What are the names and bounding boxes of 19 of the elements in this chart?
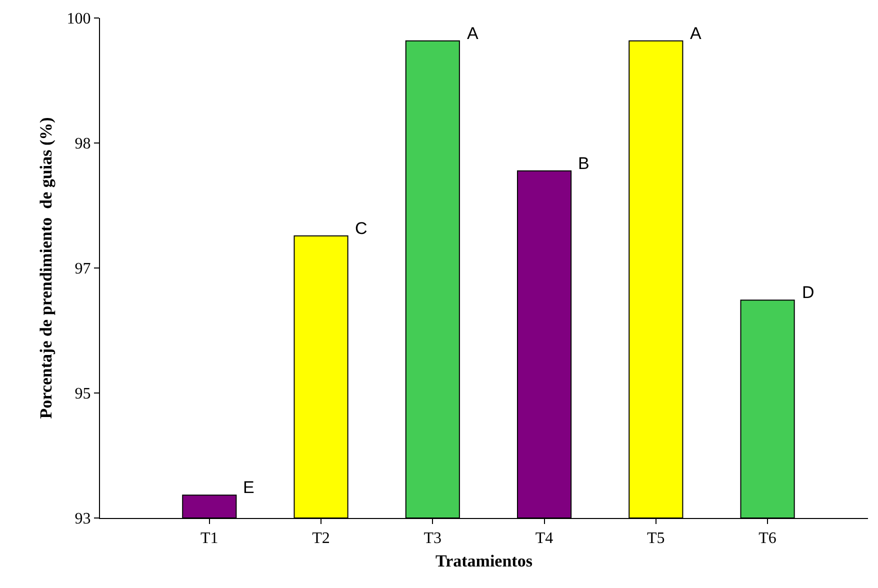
x-axis-title: Tratamientos [436, 552, 533, 571]
y-tick-label: 97 [74, 260, 91, 278]
x-tick-label: T6 [758, 530, 776, 548]
x-tick-label: T4 [535, 530, 554, 548]
x-tick-label: T1 [200, 530, 218, 548]
y-axis-title: Porcentaje de prendimiento de guias (%) [36, 117, 56, 419]
annotation: C [355, 219, 368, 238]
annotation: E [243, 478, 254, 497]
annotation: D [802, 283, 814, 302]
x-tick-label: T3 [424, 530, 442, 548]
y-tick-label: 95 [74, 386, 91, 403]
x-tick-label: T2 [312, 530, 330, 548]
annotation: A [690, 24, 702, 43]
annotation: A [467, 24, 479, 43]
annotation: B [578, 154, 590, 173]
y-tick-label: 100 [66, 10, 91, 28]
y-tick-label: 93 [74, 510, 91, 528]
y-tick-label: 98 [74, 136, 91, 153]
x-tick-label: T5 [647, 530, 665, 548]
